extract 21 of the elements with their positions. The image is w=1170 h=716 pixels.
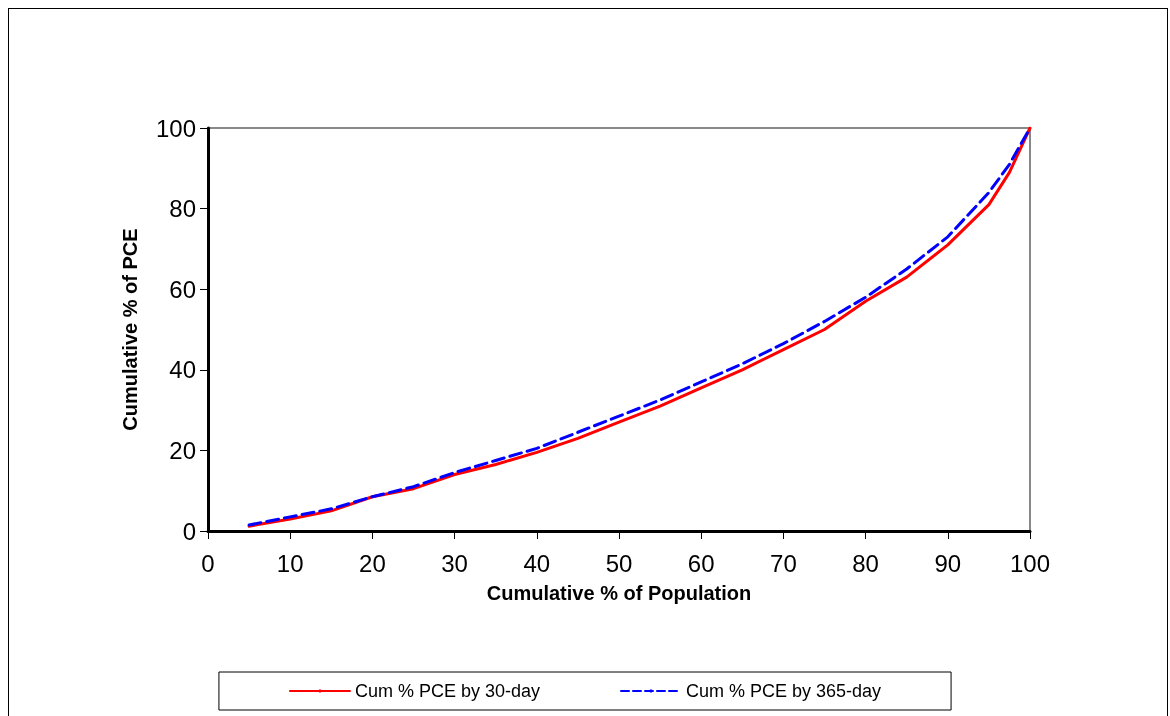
x-tick-label: 30 <box>441 549 468 577</box>
y-tick-label: 100 <box>155 114 196 142</box>
y-tick-label: 80 <box>169 195 196 223</box>
x-tick-label: 10 <box>276 549 304 577</box>
legend-label: Cum % PCE by 30-day <box>354 681 540 701</box>
y-tick-label: 0 <box>182 517 196 545</box>
x-tick-label: 90 <box>934 549 962 577</box>
x-tick-label: 50 <box>605 549 633 577</box>
x-tick-label: 100 <box>1009 549 1051 577</box>
x-axis-title: Cumulative % of Population <box>486 582 752 604</box>
x-tick-label: 0 <box>201 549 215 577</box>
x-tick-label: 80 <box>852 549 879 577</box>
x-tick-label: 20 <box>359 549 386 577</box>
y-tick-label: 20 <box>169 436 196 464</box>
legend-label: Cum % PCE by 365-day <box>685 681 882 701</box>
y-tick-label: 60 <box>169 275 196 303</box>
y-tick-label: 40 <box>169 356 196 384</box>
x-tick-label: 40 <box>523 549 551 577</box>
y-axis-title: Cumulative % of PCE <box>119 228 141 431</box>
x-tick-label: 60 <box>687 549 715 577</box>
x-tick-label: 70 <box>770 549 797 577</box>
